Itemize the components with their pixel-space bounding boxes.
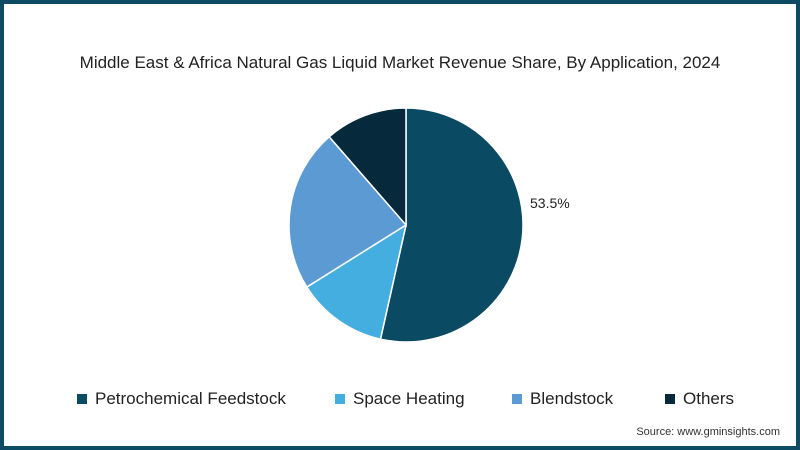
chart-title: Middle East & Africa Natural Gas Liquid … <box>79 53 721 72</box>
legend-label: Space Heating <box>353 389 465 408</box>
legend-item-blendstock: Blendstock <box>512 389 613 409</box>
legend-item-space-heating: Space Heating <box>335 389 465 409</box>
legend: Petrochemical Feedstock Space Heating Bl… <box>0 389 800 411</box>
legend-item-petrochemical: Petrochemical Feedstock <box>77 389 286 409</box>
legend-swatch <box>512 394 522 404</box>
pie-slice-petrochemical-feedstock <box>379 107 524 343</box>
pie-slice-others <box>328 107 407 228</box>
legend-swatch <box>665 394 675 404</box>
legend-label: Petrochemical Feedstock <box>95 389 286 408</box>
legend-item-others: Others <box>665 389 734 409</box>
legend-swatch <box>77 394 87 404</box>
legend-label: Others <box>683 389 735 408</box>
legend-swatch <box>335 394 345 404</box>
data-label-petrochemical: 53.5% <box>530 195 570 211</box>
pie-slice-blendstock <box>288 135 408 289</box>
pie-slice-space-heating <box>305 223 408 341</box>
source-note: Source: www.gminsights.com <box>636 426 780 438</box>
legend-label: Blendstock <box>530 389 614 408</box>
